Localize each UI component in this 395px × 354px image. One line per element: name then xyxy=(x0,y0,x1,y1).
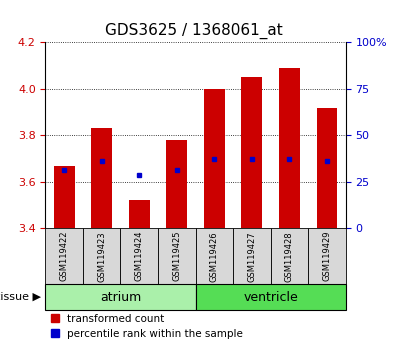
Text: GSM119426: GSM119426 xyxy=(210,231,219,281)
Bar xyxy=(166,140,187,228)
Text: GDS3625 / 1368061_at: GDS3625 / 1368061_at xyxy=(105,23,282,39)
Legend: transformed count, percentile rank within the sample: transformed count, percentile rank withi… xyxy=(51,314,243,339)
Text: GSM119428: GSM119428 xyxy=(285,231,294,281)
Text: atrium: atrium xyxy=(100,291,141,304)
Bar xyxy=(271,228,308,284)
Text: GSM119422: GSM119422 xyxy=(60,231,69,281)
Bar xyxy=(279,68,300,228)
Bar xyxy=(316,108,337,228)
Bar xyxy=(91,129,112,228)
Bar xyxy=(158,228,196,284)
Text: GSM119427: GSM119427 xyxy=(247,231,256,281)
Bar xyxy=(241,77,262,228)
Bar xyxy=(45,228,83,284)
Bar xyxy=(308,228,346,284)
Bar xyxy=(196,228,233,284)
Text: GSM119425: GSM119425 xyxy=(172,231,181,281)
Bar xyxy=(45,284,196,310)
Text: ventricle: ventricle xyxy=(243,291,298,304)
Bar xyxy=(120,228,158,284)
Bar xyxy=(196,284,346,310)
Text: GSM119424: GSM119424 xyxy=(135,231,144,281)
Text: tissue ▶: tissue ▶ xyxy=(0,292,41,302)
Bar xyxy=(54,166,75,228)
Bar xyxy=(83,228,120,284)
Text: GSM119429: GSM119429 xyxy=(322,231,331,281)
Bar xyxy=(204,89,225,228)
Text: GSM119423: GSM119423 xyxy=(97,231,106,281)
Bar xyxy=(129,200,150,228)
Bar xyxy=(233,228,271,284)
